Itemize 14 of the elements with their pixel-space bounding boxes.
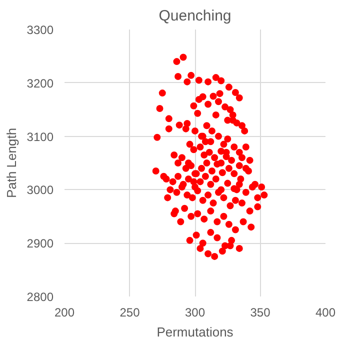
x-tick-label: 350: [250, 306, 271, 320]
y-tick-label: 2800: [26, 290, 54, 304]
chart-title: Quenching: [158, 8, 232, 24]
x-axis-title: Permutations: [156, 324, 234, 340]
y-tick-label: 2900: [26, 236, 54, 251]
x-tick-label: 250: [120, 306, 140, 320]
x-tick-label: 300: [184, 306, 206, 320]
y-axis-title: Path Length: [4, 128, 19, 198]
x-tick-label: 200: [54, 306, 75, 320]
y-tick-label: 3200: [26, 76, 54, 90]
y-tick-label: 3100: [26, 130, 54, 144]
y-tick-label: 3000: [26, 183, 54, 198]
x-tick-label: 400: [315, 306, 336, 320]
y-tick-label: 3300: [26, 23, 54, 37]
